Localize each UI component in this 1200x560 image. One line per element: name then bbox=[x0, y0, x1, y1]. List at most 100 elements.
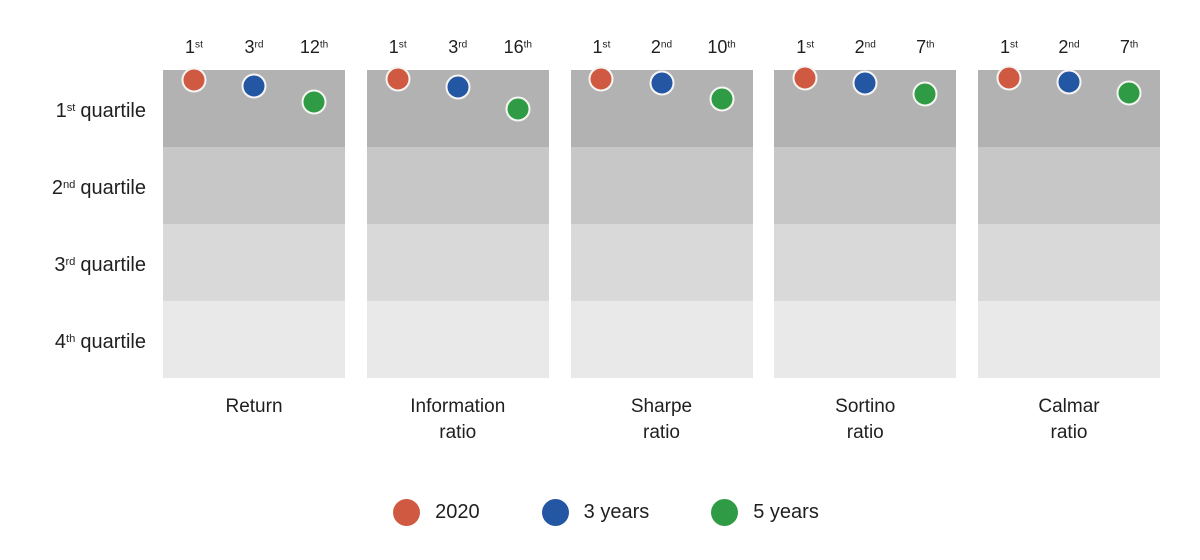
rank-label: 2nd bbox=[854, 37, 876, 57]
quartile-plot bbox=[570, 66, 753, 378]
band-q2 bbox=[163, 147, 345, 224]
metric-columns: 1st 3rd 12th Return 1st 3rd bbox=[163, 30, 1160, 446]
ordinal-suffix: st bbox=[66, 102, 76, 114]
quartile-axis-label: 1st quartile bbox=[0, 96, 146, 123]
metric-column-information-ratio: 1st 3rd 16th Information ratio bbox=[366, 30, 549, 446]
rank-header-row: 1st 2nd 7th bbox=[978, 30, 1160, 70]
quartile-plot bbox=[774, 65, 957, 378]
rank-label: 1st bbox=[1000, 37, 1018, 57]
legend-item-3-years: 3 years bbox=[541, 499, 650, 526]
dot-2020 bbox=[792, 65, 818, 91]
dot-2020 bbox=[181, 67, 207, 93]
band-q2 bbox=[978, 147, 1160, 224]
rank-label: 3rd bbox=[244, 37, 264, 57]
metric-label-line: ratio bbox=[643, 422, 680, 443]
band-q2 bbox=[366, 147, 549, 224]
band-q4 bbox=[163, 301, 345, 378]
rank-header-row: 1st 3rd 12th bbox=[163, 30, 345, 70]
ordinal-suffix: th bbox=[66, 333, 76, 345]
quartile-axis-label: 4th quartile bbox=[0, 327, 146, 354]
metric-label-line: ratio bbox=[846, 422, 884, 443]
quartile-number: 4 bbox=[54, 331, 67, 354]
dot-2020 bbox=[996, 65, 1022, 91]
metric-column-calmar-ratio: 1st 2nd 7th Calmar ratio bbox=[978, 30, 1160, 446]
metric-label-line: Return bbox=[225, 396, 283, 417]
rank-label: 1st bbox=[388, 37, 407, 57]
band-q3 bbox=[978, 224, 1160, 301]
dot-2020 bbox=[588, 66, 614, 92]
dot-5-years bbox=[1116, 80, 1142, 106]
quartile-plot bbox=[163, 67, 345, 378]
quartile-word: quartile bbox=[80, 177, 146, 200]
band-q3 bbox=[774, 224, 957, 301]
quartile-word: quartile bbox=[80, 100, 146, 123]
dot-5-years bbox=[301, 89, 327, 115]
dot-3-years bbox=[852, 70, 878, 96]
quartile-plot bbox=[978, 65, 1160, 378]
rank-label: 12th bbox=[299, 37, 329, 57]
rank-label: 1st bbox=[592, 37, 611, 57]
quartile-number: 1 bbox=[55, 100, 67, 123]
rank-header-row: 1st 2nd 7th bbox=[774, 30, 956, 70]
rank-label: 3rd bbox=[448, 37, 468, 57]
rank-label: 10th bbox=[707, 37, 736, 57]
band-q3 bbox=[570, 224, 753, 301]
metric-label: Calmar ratio bbox=[978, 394, 1160, 446]
dot-5-years bbox=[709, 86, 735, 112]
metric-label-line: ratio bbox=[1050, 422, 1088, 443]
band-q2 bbox=[570, 147, 753, 224]
band-q4 bbox=[774, 301, 957, 378]
metric-column-sortino-ratio: 1st 2nd 7th Sortino ratio bbox=[774, 30, 957, 446]
quartile-plot bbox=[366, 66, 549, 378]
metric-label-line: Sortino bbox=[835, 396, 896, 417]
legend-label: 5 years bbox=[753, 501, 819, 523]
rank-label: 2nd bbox=[650, 37, 673, 57]
rank-label: 7th bbox=[1119, 37, 1139, 57]
dot-3-years bbox=[649, 70, 674, 96]
metric-column-sharpe-ratio: 1st 2nd 10th Sharpe ratio bbox=[570, 30, 753, 446]
legend-label: 3 years bbox=[583, 501, 650, 523]
dot-2020 bbox=[385, 66, 411, 92]
metric-label-line: Sharpe bbox=[630, 396, 693, 417]
metric-column-return: 1st 3rd 12th Return bbox=[163, 30, 345, 446]
band-q4 bbox=[978, 301, 1160, 378]
dot-3-years bbox=[445, 74, 471, 100]
rank-header-row: 1st 2nd 10th bbox=[571, 30, 753, 70]
band-q2 bbox=[774, 147, 957, 224]
quartile-axis-label: 3rd quartile bbox=[0, 250, 146, 277]
band-q4 bbox=[570, 301, 753, 378]
metric-label: Sharpe ratio bbox=[571, 394, 753, 446]
legend: 2020 3 years 5 years bbox=[6, 499, 1200, 526]
legend-dot-3-years bbox=[541, 499, 569, 526]
rank-label: 1st bbox=[185, 37, 203, 57]
dot-5-years bbox=[505, 96, 531, 122]
metric-label-line: Information bbox=[410, 396, 506, 417]
legend-item-2020: 2020 bbox=[393, 499, 480, 526]
metric-label: Return bbox=[163, 394, 345, 420]
metric-label-line: Calmar bbox=[1038, 396, 1100, 417]
metric-label: Information ratio bbox=[367, 394, 549, 446]
metric-label: Sortino ratio bbox=[774, 394, 956, 446]
rank-header-row: 1st 3rd 16th bbox=[367, 30, 549, 70]
legend-item-5-years: 5 years bbox=[711, 499, 819, 526]
legend-dot-2020 bbox=[393, 499, 421, 526]
quartile-number: 2 bbox=[51, 177, 63, 200]
dot-3-years bbox=[241, 73, 267, 99]
ordinal-suffix: nd bbox=[62, 179, 76, 191]
metric-label-line: ratio bbox=[439, 422, 477, 443]
band-q3 bbox=[366, 224, 549, 301]
rank-label: 2nd bbox=[1058, 37, 1080, 57]
band-q4 bbox=[366, 301, 549, 378]
quartile-word: quartile bbox=[80, 331, 146, 354]
dot-5-years bbox=[912, 81, 938, 107]
legend-dot-5-years bbox=[711, 499, 739, 526]
quartile-axis-label: 2nd quartile bbox=[0, 173, 146, 200]
dot-3-years bbox=[1056, 69, 1082, 95]
band-q3 bbox=[163, 224, 345, 301]
quartile-number: 3 bbox=[54, 254, 66, 277]
ordinal-suffix: rd bbox=[65, 256, 76, 268]
rank-label: 1st bbox=[796, 37, 815, 57]
rank-label: 16th bbox=[503, 37, 533, 57]
quartile-word: quartile bbox=[80, 254, 146, 277]
